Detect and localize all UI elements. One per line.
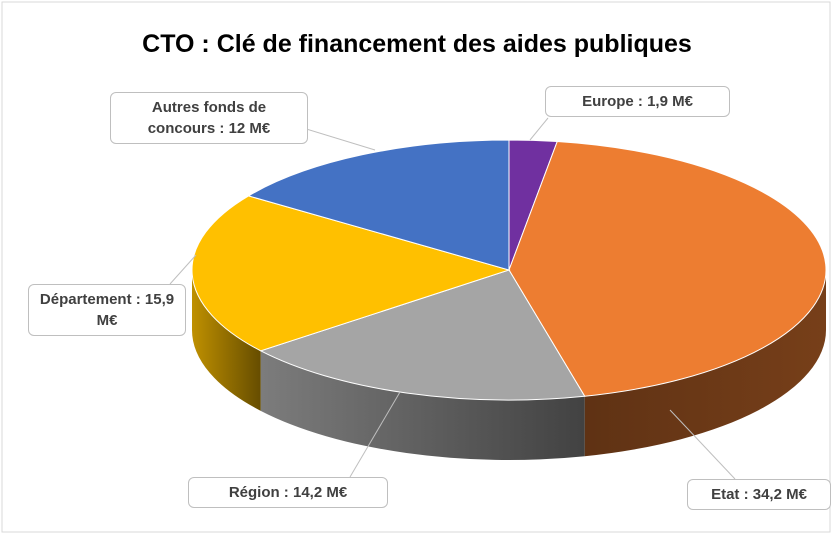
leader-line bbox=[169, 254, 197, 285]
leader-line bbox=[529, 117, 549, 141]
data-label: Etat : 34,2 M€ bbox=[687, 479, 831, 510]
leader-line bbox=[669, 409, 736, 480]
data-label: Autres fonds de concours : 12 M€ bbox=[110, 92, 308, 144]
leader-line bbox=[349, 391, 401, 478]
pie-slice bbox=[259, 269, 586, 401]
data-label: Europe : 1,9 M€ bbox=[545, 86, 730, 117]
pie-slice bbox=[508, 140, 827, 397]
chart-title: CTO : Clé de financement des aides publi… bbox=[142, 30, 692, 58]
pie-side bbox=[584, 270, 826, 457]
pie-slice bbox=[247, 139, 510, 271]
data-label: Région : 14,2 M€ bbox=[188, 477, 388, 508]
pie-slice bbox=[191, 195, 511, 352]
pie-side bbox=[260, 350, 585, 460]
pie-side bbox=[192, 270, 261, 411]
data-label: Département : 15,9 M€ bbox=[28, 284, 186, 336]
